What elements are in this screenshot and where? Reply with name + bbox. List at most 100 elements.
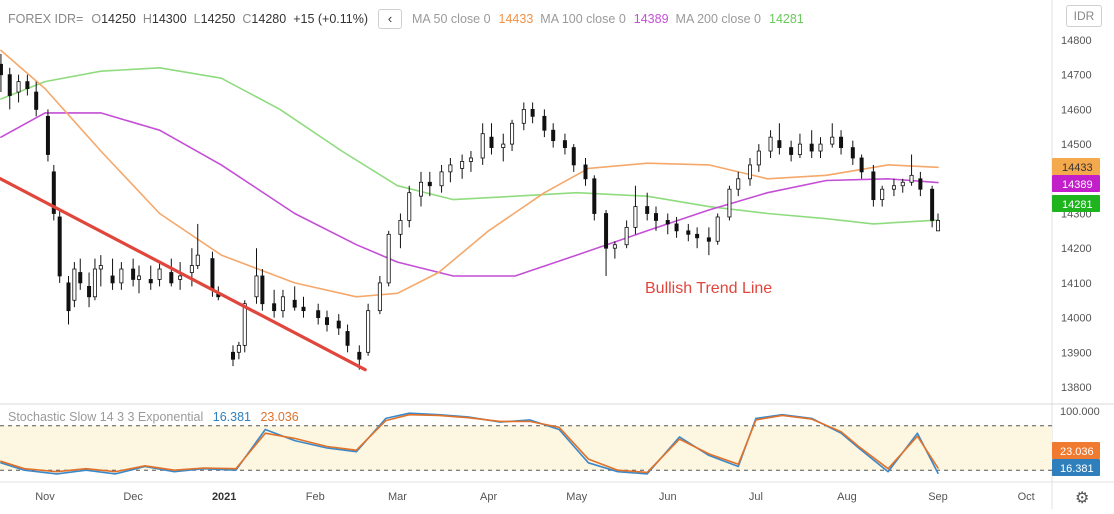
price-tick-label: 14800	[1061, 35, 1092, 47]
candle-body	[489, 136, 494, 148]
stochastic-legend: Stochastic Slow 14 3 3 Exponential 16.38…	[8, 410, 299, 424]
candle-body	[210, 258, 215, 291]
symbol-label: FOREX IDR=	[8, 12, 84, 26]
candle-body	[756, 150, 761, 166]
candle-body	[439, 171, 444, 187]
candle-body	[460, 161, 465, 169]
candle-body	[366, 310, 371, 353]
candle-body	[624, 226, 629, 246]
candle-body	[398, 220, 403, 235]
candle-body	[51, 171, 56, 214]
candle-body	[25, 81, 30, 89]
time-tick-label: Sep	[928, 491, 948, 503]
ma200-label: MA 200 close 0	[675, 12, 761, 26]
candle-body	[936, 220, 941, 232]
candle-body	[501, 143, 506, 148]
stochastic-badge-label: 23.036	[1060, 446, 1094, 458]
close-label: C	[242, 12, 252, 26]
candle-body	[301, 306, 306, 312]
candle-body	[230, 351, 235, 360]
candle-body	[706, 237, 711, 242]
price-badge	[1052, 175, 1100, 192]
time-tick-label: Oct	[1018, 491, 1035, 503]
candle-body	[748, 164, 753, 180]
candle-body	[57, 216, 62, 277]
candle-body	[280, 296, 285, 312]
candle-body	[768, 136, 773, 152]
candle-body	[480, 133, 485, 159]
candle-body	[859, 157, 864, 173]
stochastic-badge	[1052, 459, 1100, 476]
price-badge-label: 14433	[1062, 162, 1093, 174]
candle-body	[0, 63, 3, 76]
price-tick-label: 14700	[1061, 70, 1092, 82]
candle-body	[98, 265, 103, 270]
open-value: 14250	[101, 12, 136, 26]
time-tick-label: 2021	[212, 491, 236, 503]
candle-body	[136, 275, 141, 280]
price-badge	[1052, 158, 1100, 175]
ma100-line	[0, 112, 939, 277]
candle-body	[521, 109, 526, 124]
candle-body	[336, 320, 341, 329]
candle-body	[727, 188, 732, 218]
candle-body	[386, 233, 391, 284]
high-value: 14300	[151, 12, 187, 26]
candle-body	[110, 275, 115, 284]
candle-body	[510, 122, 515, 145]
candle-body	[16, 81, 21, 93]
candle-body	[87, 285, 92, 298]
price-badge-label: 14281	[1062, 199, 1093, 211]
price-tick-label: 13900	[1061, 347, 1092, 359]
candle-body	[157, 268, 162, 280]
candle-body	[260, 275, 265, 305]
header-bar: FOREX IDR= O 14250 H 14300 L 14250 C 14280 +…	[8, 9, 811, 29]
candle-body	[178, 275, 183, 280]
ma50-value: 14433	[498, 12, 534, 26]
candle-body	[686, 230, 691, 235]
candle-body	[72, 268, 77, 301]
candle-body	[272, 303, 277, 312]
candle-body	[789, 147, 794, 155]
candle-body	[736, 178, 741, 190]
low-value: 14250	[200, 12, 236, 26]
candle-body	[830, 136, 835, 145]
candle-body	[418, 181, 423, 197]
candle-body	[119, 268, 124, 284]
stochastic-name: Stochastic Slow 14 3 3 Exponential	[8, 410, 204, 424]
candle-body	[407, 192, 412, 221]
time-tick-label: Mar	[388, 491, 407, 503]
ma200-value: 14281	[769, 12, 804, 26]
price-tick-label: 14600	[1061, 104, 1092, 116]
candle-body	[427, 181, 432, 187]
candle-body	[92, 268, 97, 298]
currency-button[interactable]: IDR	[1066, 5, 1102, 27]
candle-body	[891, 185, 896, 190]
candle-body	[562, 140, 567, 148]
candle-body	[918, 178, 923, 190]
candle-body	[930, 188, 935, 221]
collapse-button[interactable]: ‹	[378, 9, 403, 29]
candle-body	[674, 223, 679, 232]
change-value: +15 (+0.11%)	[293, 12, 369, 26]
candle-body	[809, 143, 814, 152]
candle-body	[909, 174, 914, 183]
trend-line	[0, 176, 367, 372]
time-tick-label: Dec	[123, 491, 143, 503]
candle-body	[34, 91, 39, 110]
candle-body	[345, 331, 350, 346]
gear-icon[interactable]: ⚙	[1075, 490, 1090, 507]
candle-body	[78, 272, 83, 284]
low-label: L	[193, 12, 201, 26]
stochastic-d-value: 23.036	[260, 410, 299, 424]
candle-body	[654, 213, 659, 221]
candle-body	[45, 115, 50, 155]
price-tick-label: 13800	[1061, 382, 1092, 394]
candle-body	[448, 164, 453, 173]
candle-body	[818, 143, 823, 152]
candle-body	[169, 272, 174, 284]
stochastic-k-value: 16.381	[212, 410, 251, 424]
candle-body	[571, 147, 576, 166]
